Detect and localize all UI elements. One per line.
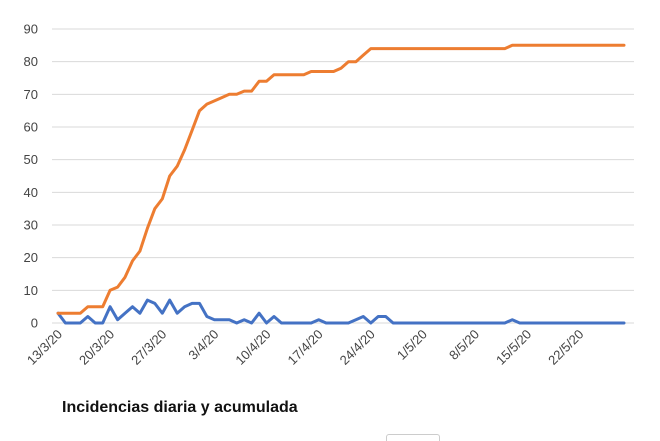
y-tick-label: 80: [24, 54, 38, 69]
y-tick-label: 30: [24, 218, 38, 233]
bottom-edge-element: [386, 434, 440, 441]
y-tick-label: 10: [24, 283, 38, 298]
y-tick-label: 90: [24, 22, 38, 37]
x-tick-label: 17/4/20: [285, 327, 326, 368]
y-tick-label: 60: [24, 120, 38, 135]
x-tick-label: 22/5/20: [545, 327, 586, 368]
x-tick-label: 10/4/20: [232, 327, 273, 368]
x-tick-label: 27/3/20: [128, 327, 169, 368]
x-tick-label: 13/3/20: [24, 327, 65, 368]
x-tick-label: 24/4/20: [337, 327, 378, 368]
x-tick-label: 3/4/20: [185, 327, 221, 363]
x-tick-label: 15/5/20: [493, 327, 534, 368]
y-tick-label: 40: [24, 185, 38, 200]
cumulative-series-line: [56, 43, 626, 315]
y-tick-label: 0: [31, 316, 38, 331]
y-tick-label: 20: [24, 250, 38, 265]
x-tick-label: 20/3/20: [76, 327, 117, 368]
x-axis-ticks: 13/3/20 20/3/20 27/3/20 3/4/20 10/4/20 17/4/2…: [24, 327, 587, 368]
y-axis-ticks: 0 10 20 30 40 50 60 70 80 90: [24, 22, 38, 331]
y-tick-label: 50: [24, 152, 38, 167]
y-tick-label: 70: [24, 87, 38, 102]
line-chart: 0 10 20 30 40 50 60 70 80 90 13/3/20 20/3/20 27/3/2…: [24, 22, 634, 368]
x-tick-label: 8/5/20: [446, 327, 482, 363]
series-lines: [56, 43, 626, 325]
daily-series-line: [56, 298, 626, 325]
chart-caption: Incidencias diaria y acumulada: [62, 399, 298, 416]
gridlines: [52, 28, 634, 324]
x-tick-label: 1/5/20: [394, 327, 430, 363]
